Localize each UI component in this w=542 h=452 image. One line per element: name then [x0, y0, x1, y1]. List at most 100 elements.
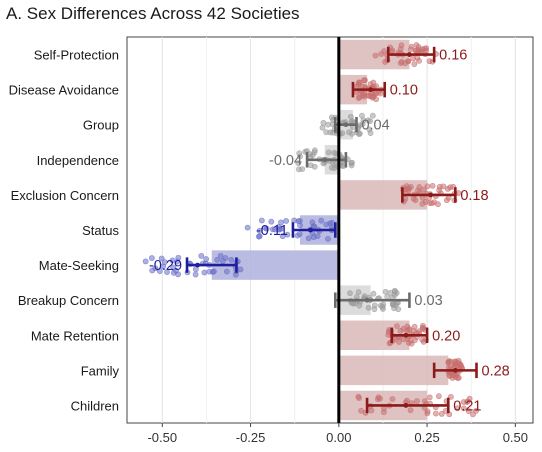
x-tick-label: 0.00 [326, 430, 351, 445]
society-point [394, 323, 400, 330]
society-point [447, 358, 454, 365]
society-point [309, 152, 316, 159]
society-point [349, 159, 355, 166]
society-point [438, 411, 445, 417]
value-label: 0.28 [482, 363, 510, 379]
society-point [320, 119, 327, 126]
society-point [413, 42, 420, 48]
society-point [291, 217, 298, 224]
society-point [347, 113, 354, 120]
society-point [314, 233, 321, 240]
society-point [408, 43, 415, 50]
society-point [278, 219, 284, 226]
society-point [389, 301, 396, 308]
society-point [365, 304, 372, 311]
value-label: 0.21 [453, 398, 481, 414]
mean-point [403, 403, 409, 408]
society-point [372, 52, 379, 59]
value-label: -0.04 [269, 153, 302, 169]
society-point [413, 47, 420, 54]
bar-family [338, 355, 449, 386]
society-point [169, 257, 176, 264]
x-tick-label: 0.50 [503, 430, 528, 445]
society-point [309, 219, 316, 226]
society-point [420, 324, 426, 331]
society-point [419, 336, 426, 343]
society-point [347, 290, 353, 297]
category-label: Group [83, 118, 119, 133]
society-point [319, 124, 326, 131]
value-label: 0.04 [361, 118, 389, 134]
society-point [356, 94, 363, 101]
society-point [454, 375, 461, 381]
society-point [404, 397, 410, 404]
society-point [325, 236, 331, 242]
category-label: Self-Protection [34, 48, 119, 63]
society-point [296, 217, 303, 224]
society-point [424, 410, 431, 417]
chart-title: A. Sex Differences Across 42 Societies [6, 4, 300, 23]
society-point [381, 409, 387, 416]
society-point [228, 256, 235, 263]
mean-point [403, 332, 409, 338]
society-point [296, 150, 303, 157]
society-point [269, 226, 276, 233]
society-point [355, 289, 362, 296]
society-point [268, 218, 275, 225]
society-point [339, 130, 346, 137]
society-point [397, 327, 404, 334]
society-point [214, 256, 221, 263]
society-point [397, 46, 404, 53]
society-point [325, 149, 332, 156]
society-point [389, 396, 396, 402]
mean-point [322, 157, 328, 163]
society-point [422, 398, 428, 405]
category-label: Mate-Seeking [39, 258, 119, 273]
society-point [223, 268, 230, 275]
category-label: Independence [37, 153, 119, 168]
society-point [356, 130, 363, 137]
society-point [360, 117, 367, 124]
mean-point [368, 87, 373, 93]
value-label: 0.03 [414, 293, 442, 309]
category-label: Children [71, 398, 119, 413]
society-point [294, 232, 301, 239]
category-label: Exclusion Concern [11, 188, 119, 203]
society-point [142, 258, 149, 265]
society-point [148, 255, 155, 261]
mean-point [452, 367, 458, 373]
category-label: Status [82, 223, 119, 238]
category-label: Mate Retention [31, 328, 119, 343]
society-point [419, 200, 426, 207]
x-tick-label: 0.25 [414, 430, 439, 445]
society-point [466, 395, 473, 402]
society-point [192, 271, 199, 278]
society-point [356, 79, 363, 86]
society-point [389, 47, 396, 54]
society-point [211, 268, 217, 275]
mean-point [195, 262, 201, 268]
society-point [346, 129, 352, 136]
society-point [369, 112, 376, 119]
value-label: 0.16 [439, 48, 467, 64]
society-point [158, 255, 165, 262]
mean-point [407, 52, 412, 57]
society-point [244, 224, 251, 231]
society-point [426, 394, 433, 401]
society-point [372, 90, 379, 97]
society-point [470, 411, 476, 418]
x-tick-label: -0.25 [236, 430, 266, 445]
mean-point [308, 227, 313, 233]
society-point [201, 269, 208, 276]
society-point [307, 162, 314, 169]
society-point [381, 48, 388, 54]
society-point [406, 326, 413, 332]
society-point [156, 268, 163, 275]
society-point [454, 405, 461, 412]
society-point [299, 166, 306, 172]
value-label: -0.11 [256, 223, 288, 239]
society-point [361, 90, 368, 97]
society-point [460, 399, 467, 405]
category-label: Disease Avoidance [9, 83, 119, 98]
